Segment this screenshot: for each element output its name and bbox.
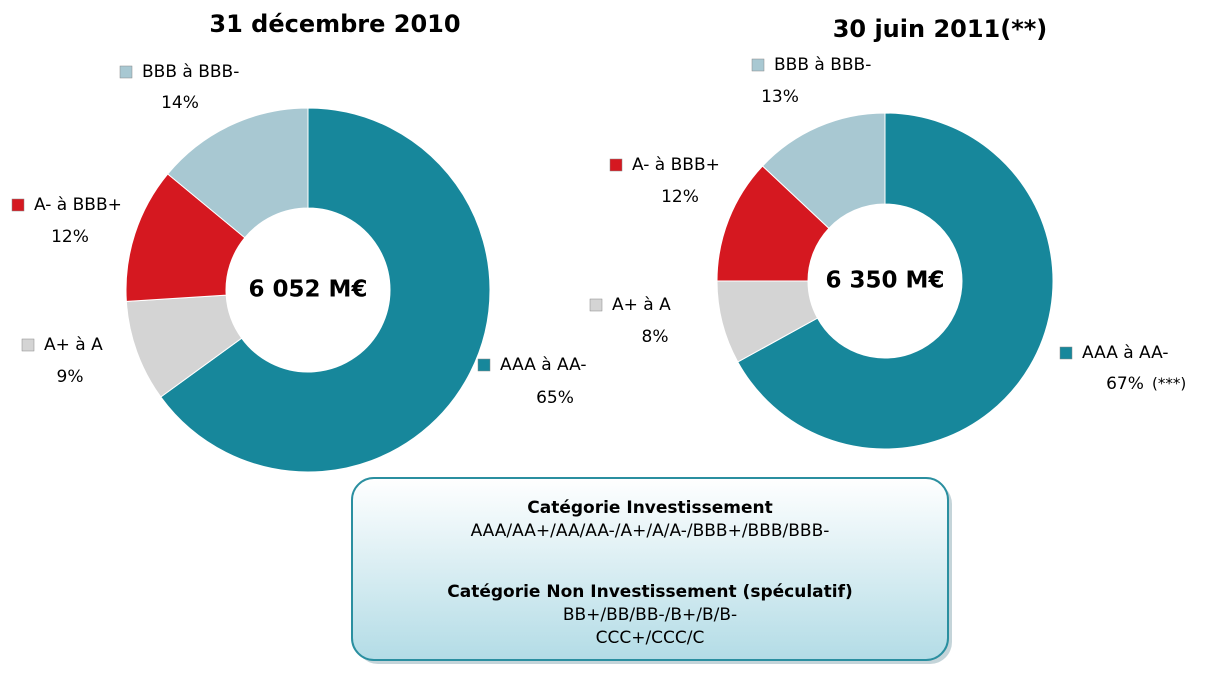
info-line: BB+/BB/BB-/B+/B/B- <box>563 605 737 625</box>
slice-label: AAA à AA- <box>1082 343 1169 363</box>
donut-slice <box>167 107 309 239</box>
annotation: (***) <box>1152 375 1186 393</box>
slice-label: A- à BBB+ <box>632 155 720 175</box>
value-label: 67% <box>1106 374 1144 394</box>
info-line: Catégorie Non Investissement (spéculatif… <box>447 582 853 602</box>
info-line: AAA/AA+/AA/AA-/A+/A/A-/BBB+/BBB/BBB- <box>471 521 830 541</box>
info-line: CCC+/CCC/C <box>596 628 705 648</box>
legend-marker <box>1059 346 1073 360</box>
legend-marker <box>589 298 603 312</box>
chart-title: 31 décembre 2010 <box>209 10 460 38</box>
value-label: 13% <box>761 87 799 107</box>
chart-title: 30 juin 2011(**) <box>833 15 1048 43</box>
legend-marker <box>119 65 133 79</box>
legend-marker <box>21 338 35 352</box>
legend-marker <box>751 58 765 72</box>
slice-label: A+ à A <box>612 295 671 315</box>
legend-marker <box>477 358 491 372</box>
slice-label: BBB à BBB- <box>142 62 239 82</box>
slice-label: AAA à AA- <box>500 355 587 375</box>
info-box <box>351 477 949 661</box>
legend-marker <box>11 198 25 212</box>
value-label: 14% <box>161 93 199 113</box>
center-label: 6 350 M€ <box>826 268 945 294</box>
legend-marker <box>609 158 623 172</box>
donut-slice <box>761 112 886 229</box>
donut-slice <box>737 112 1054 450</box>
value-label: 8% <box>642 327 669 347</box>
value-label: 9% <box>57 367 84 387</box>
donut-slice <box>160 107 491 473</box>
slice-label: BBB à BBB- <box>774 55 871 75</box>
center-label: 6 052 M€ <box>249 277 368 303</box>
slice-label: A- à BBB+ <box>34 195 122 215</box>
value-label: 12% <box>661 187 699 207</box>
value-label: 65% <box>536 388 574 408</box>
info-line: Catégorie Investissement <box>527 498 772 518</box>
value-label: 12% <box>51 227 89 247</box>
slice-label: A+ à A <box>44 335 103 355</box>
